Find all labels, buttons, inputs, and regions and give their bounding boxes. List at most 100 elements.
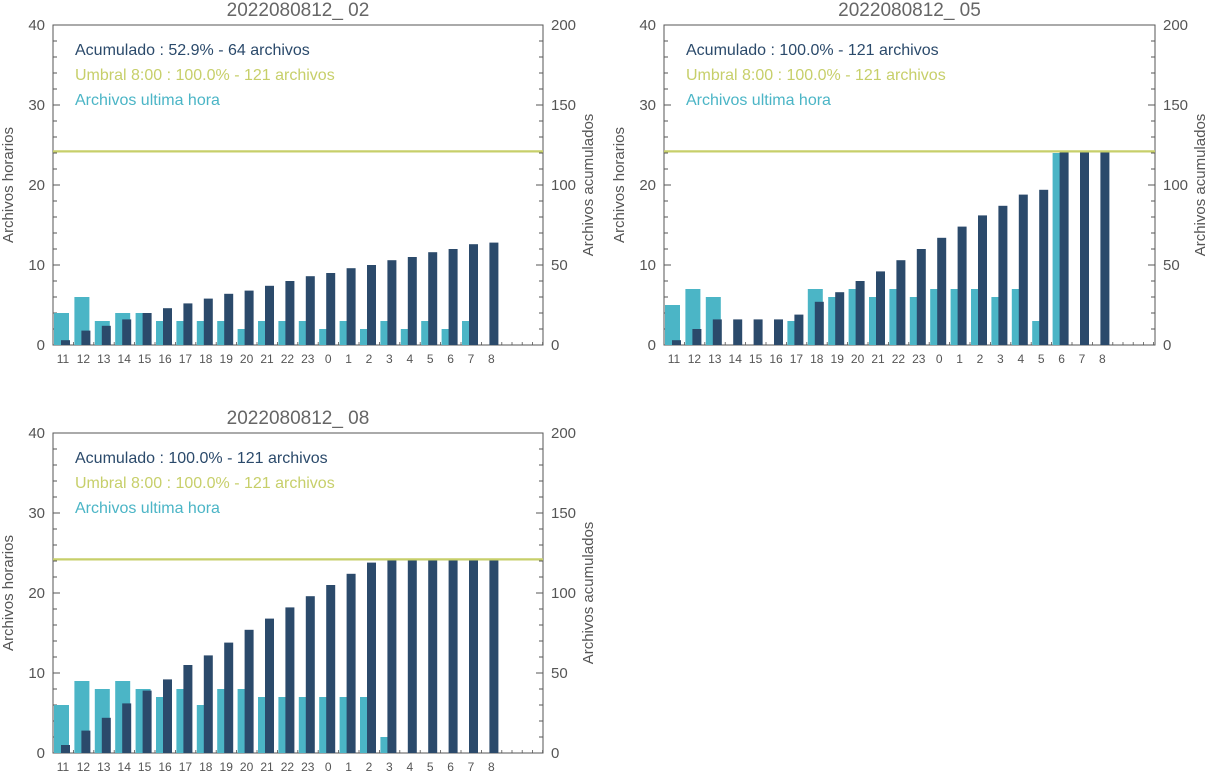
x-tick-label: 3 xyxy=(386,352,393,366)
x-tick-label: 14 xyxy=(118,760,132,771)
bar-acumulado xyxy=(142,313,152,345)
y-tick-label-right: 50 xyxy=(551,257,568,274)
y-tick-label-right: 150 xyxy=(1163,97,1188,114)
bar-acumulado xyxy=(387,260,397,345)
bar-acumulado xyxy=(1080,151,1089,345)
y-tick-label-left: 40 xyxy=(28,425,45,442)
bar-acumulado xyxy=(448,249,458,345)
bar-acumulado xyxy=(244,290,254,345)
x-tick-label: 1 xyxy=(345,352,352,366)
x-tick-label: 3 xyxy=(997,352,1004,366)
bar-acumulado xyxy=(448,559,458,753)
legend-ultima-hora: Archivos ultima hora xyxy=(686,92,831,109)
bar-acumulado xyxy=(855,281,865,345)
x-tick-label: 18 xyxy=(810,352,824,366)
x-tick-label: 17 xyxy=(179,352,193,366)
bar-acumulado xyxy=(346,268,356,345)
bar-acumulado xyxy=(142,690,152,753)
y-tick-label-left: 30 xyxy=(28,97,45,114)
x-tick-label: 19 xyxy=(220,352,234,366)
legend-umbral: Umbral 8:00 : 100.0% - 121 archivos xyxy=(75,475,335,492)
x-tick-label: 4 xyxy=(1017,352,1024,366)
y-tick-label-left: 10 xyxy=(28,665,45,682)
bar-acumulado xyxy=(407,257,417,345)
x-tick-label: 7 xyxy=(468,760,475,771)
x-tick-label: 7 xyxy=(468,352,475,366)
y-tick-label-right: 100 xyxy=(551,177,576,194)
x-tick-label: 4 xyxy=(406,352,413,366)
bar-acumulado xyxy=(1059,151,1069,345)
y-tick-label-right: 200 xyxy=(551,425,576,442)
bar-acumulado xyxy=(712,319,722,345)
bar-acumulado xyxy=(224,642,234,753)
x-tick-label: 21 xyxy=(260,352,274,366)
y-tick-label-left: 30 xyxy=(28,505,45,522)
bar-ultima-hora xyxy=(54,705,69,753)
y-tick-label-right: 50 xyxy=(1163,257,1180,274)
legend-ultima-hora: Archivos ultima hora xyxy=(75,92,220,109)
y-tick-label-left: 0 xyxy=(37,745,45,762)
x-tick-label: 14 xyxy=(729,352,743,366)
y-tick-label-left: 20 xyxy=(639,177,656,194)
x-tick-label: 18 xyxy=(199,352,213,366)
y-tick-label-left: 0 xyxy=(648,337,656,354)
y-tick-label-left: 30 xyxy=(639,97,656,114)
y-tick-label-right: 150 xyxy=(551,505,576,522)
y-tick-label-right: 200 xyxy=(1163,17,1188,34)
x-tick-label: 5 xyxy=(427,760,434,771)
y-tick-label-right: 0 xyxy=(1163,337,1171,354)
y-axis-label-left: Archivos horarios xyxy=(0,127,17,243)
legend-acumulado: Acumulado : 100.0% - 121 archivos xyxy=(75,450,328,467)
y-tick-label-right: 100 xyxy=(551,585,576,602)
bar-acumulado xyxy=(753,319,763,345)
x-tick-label: 1 xyxy=(345,760,352,771)
y-tick-label-left: 10 xyxy=(28,257,45,274)
bar-acumulado xyxy=(489,559,499,753)
x-tick-label: 8 xyxy=(488,352,495,366)
bar-acumulado xyxy=(285,281,295,345)
x-tick-label: 12 xyxy=(77,760,91,771)
y-axis-label-right: Archivos acumulados xyxy=(580,114,597,257)
y-tick-label-right: 150 xyxy=(551,97,576,114)
bar-acumulado xyxy=(876,271,885,345)
bar-acumulado xyxy=(61,745,70,753)
x-tick-label: 16 xyxy=(769,352,783,366)
x-tick-label: 13 xyxy=(97,352,111,366)
bar-acumulado xyxy=(733,319,743,345)
y-axis-label-left: Archivos horarios xyxy=(0,535,17,651)
bar-acumulado xyxy=(203,655,213,753)
bar-acumulado xyxy=(81,730,91,753)
y-tick-label-left: 40 xyxy=(639,17,656,34)
bar-acumulado xyxy=(122,703,132,753)
x-tick-label: 23 xyxy=(301,352,315,366)
x-tick-label: 5 xyxy=(427,352,434,366)
x-tick-label: 6 xyxy=(1058,352,1065,366)
x-tick-label: 14 xyxy=(118,352,132,366)
x-tick-label: 23 xyxy=(301,760,315,771)
x-tick-label: 17 xyxy=(790,352,804,366)
x-tick-label: 11 xyxy=(57,760,70,771)
bar-acumulado xyxy=(978,215,987,345)
bar-acumulado xyxy=(998,205,1008,345)
y-tick-label-left: 40 xyxy=(28,17,45,34)
y-tick-label-left: 20 xyxy=(28,177,45,194)
x-tick-label: 20 xyxy=(240,352,254,366)
bar-acumulado xyxy=(428,559,438,753)
x-tick-label: 19 xyxy=(220,760,234,771)
bar-acumulado xyxy=(794,314,804,345)
bar-acumulado xyxy=(814,301,824,345)
y-tick-label-right: 0 xyxy=(551,337,559,354)
bar-acumulado xyxy=(916,249,926,345)
bar-acumulado xyxy=(265,618,274,753)
bar-acumulado xyxy=(183,303,193,345)
x-tick-label: 2 xyxy=(366,352,373,366)
bar-acumulado xyxy=(428,252,438,345)
x-tick-label: 17 xyxy=(179,760,193,771)
x-tick-label: 21 xyxy=(260,760,274,771)
x-tick-label: 1 xyxy=(956,352,963,366)
bar-acumulado xyxy=(183,665,193,753)
bar-acumulado xyxy=(163,679,172,753)
